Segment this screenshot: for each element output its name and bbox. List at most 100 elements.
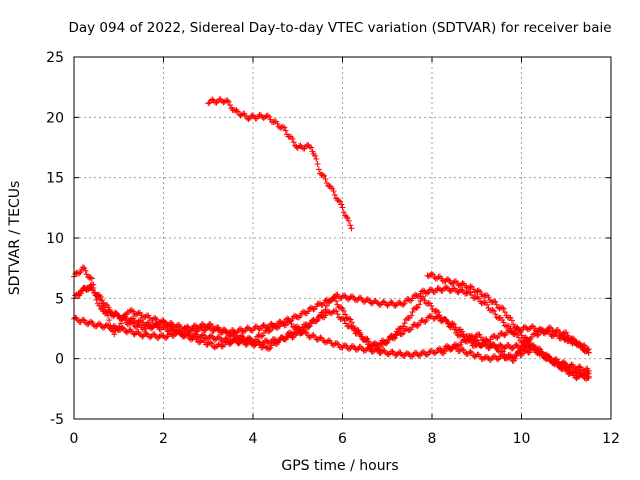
data-point bbox=[481, 299, 488, 306]
x-axis-label: GPS time / hours bbox=[281, 458, 398, 474]
data-point bbox=[87, 274, 94, 281]
data-point bbox=[173, 323, 180, 330]
data-point bbox=[266, 345, 273, 352]
data-point bbox=[290, 139, 297, 146]
data-point bbox=[348, 323, 355, 330]
data-point bbox=[391, 302, 398, 309]
data-point bbox=[107, 322, 114, 329]
data-point bbox=[405, 350, 412, 357]
data-point bbox=[471, 338, 478, 345]
data-point bbox=[443, 276, 450, 283]
data-point bbox=[306, 143, 313, 150]
data-point bbox=[443, 317, 450, 324]
y-tick-label: -5 bbox=[50, 412, 64, 428]
data-point bbox=[205, 322, 212, 329]
data-point bbox=[343, 294, 350, 301]
data-point bbox=[380, 298, 387, 305]
data-point bbox=[510, 321, 517, 328]
data-point bbox=[435, 285, 442, 292]
x-tick-label: 12 bbox=[602, 431, 620, 447]
data-point bbox=[82, 286, 89, 293]
data-point bbox=[493, 343, 500, 350]
data-point bbox=[308, 144, 315, 151]
data-point bbox=[353, 346, 360, 353]
data-point bbox=[431, 350, 438, 357]
data-point bbox=[285, 316, 292, 323]
data-point bbox=[458, 281, 465, 288]
data-point bbox=[77, 269, 84, 276]
data-point bbox=[365, 338, 372, 345]
data-point bbox=[313, 318, 320, 325]
data-point bbox=[400, 323, 407, 330]
data-point bbox=[336, 344, 343, 351]
data-point bbox=[455, 342, 462, 349]
data-point bbox=[279, 123, 286, 130]
data-point bbox=[234, 108, 241, 115]
data-point bbox=[323, 302, 330, 309]
data-point bbox=[413, 322, 420, 329]
data-point bbox=[563, 365, 570, 372]
data-point bbox=[494, 356, 501, 363]
data-point bbox=[338, 304, 345, 311]
data-point bbox=[479, 341, 486, 348]
data-point bbox=[414, 322, 421, 329]
data-point bbox=[210, 335, 217, 342]
data-point bbox=[79, 264, 86, 271]
data-point bbox=[109, 328, 116, 335]
data-point bbox=[410, 305, 417, 312]
data-point bbox=[325, 182, 332, 189]
data-point bbox=[467, 348, 474, 355]
data-point bbox=[349, 325, 356, 332]
data-point bbox=[498, 347, 505, 354]
data-point bbox=[177, 330, 184, 337]
data-point bbox=[214, 324, 221, 331]
data-point bbox=[477, 288, 484, 295]
data-point bbox=[361, 347, 368, 354]
y-tick-label: 5 bbox=[55, 291, 64, 307]
data-point bbox=[317, 300, 324, 307]
data-point bbox=[259, 332, 266, 339]
data-point bbox=[528, 334, 535, 341]
data-point bbox=[457, 346, 464, 353]
data-point bbox=[348, 293, 355, 300]
data-point bbox=[398, 331, 405, 338]
data-point bbox=[348, 225, 355, 232]
y-tick-label: 20 bbox=[46, 110, 64, 126]
data-point bbox=[468, 292, 475, 299]
data-point bbox=[267, 344, 274, 351]
data-point bbox=[447, 346, 454, 353]
data-point bbox=[517, 347, 524, 354]
data-point bbox=[319, 171, 326, 178]
data-point bbox=[281, 124, 288, 131]
data-point bbox=[335, 197, 342, 204]
data-point bbox=[512, 342, 519, 349]
data-point bbox=[534, 332, 541, 339]
data-point bbox=[490, 298, 497, 305]
data-point bbox=[521, 323, 528, 330]
data-point bbox=[245, 116, 252, 123]
data-point bbox=[433, 307, 440, 314]
data-point bbox=[350, 342, 357, 349]
data-point bbox=[371, 341, 378, 348]
data-point bbox=[477, 334, 484, 341]
data-point bbox=[420, 293, 427, 300]
data-point bbox=[520, 343, 527, 350]
data-point bbox=[283, 333, 290, 340]
data-point bbox=[484, 301, 491, 308]
x-tick-label: 4 bbox=[249, 431, 258, 447]
data-point bbox=[155, 334, 162, 341]
data-point bbox=[537, 350, 544, 357]
data-point bbox=[461, 337, 468, 344]
data-point bbox=[248, 113, 255, 120]
data-point bbox=[268, 320, 275, 327]
data-point bbox=[585, 374, 592, 381]
data-point bbox=[463, 290, 470, 297]
data-point bbox=[577, 371, 584, 378]
series-pass-g bbox=[558, 332, 592, 353]
data-point bbox=[485, 294, 492, 301]
data-point bbox=[500, 305, 507, 312]
data-point bbox=[475, 295, 482, 302]
data-point bbox=[83, 287, 90, 294]
data-point bbox=[400, 330, 407, 337]
data-point bbox=[369, 349, 376, 356]
